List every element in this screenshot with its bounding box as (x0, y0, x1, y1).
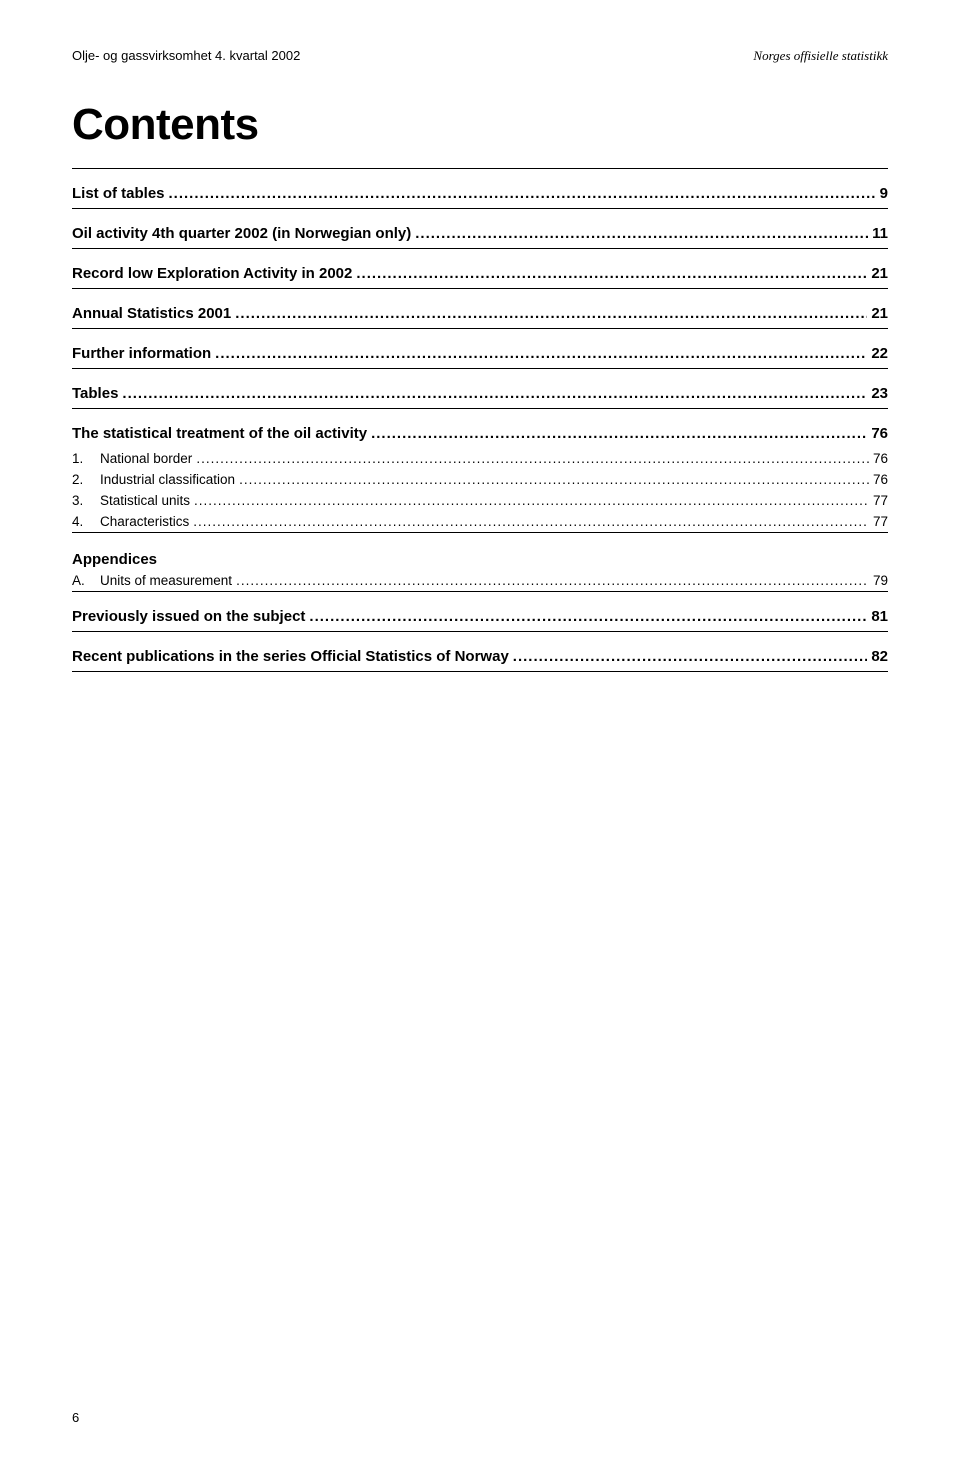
divider (72, 408, 888, 409)
toc-label: Further information (72, 345, 211, 362)
toc-dots: ........................................… (169, 185, 876, 202)
toc-label: A.Units of measurement (72, 573, 232, 588)
divider (72, 368, 888, 369)
divider (72, 208, 888, 209)
toc-row: 2.Industrial classification.............… (72, 469, 888, 490)
table-of-contents: List of tables..........................… (72, 168, 888, 672)
toc-page: 9 (880, 185, 888, 202)
toc-dots: ........................................… (215, 345, 867, 362)
toc-row: 1.National border.......................… (72, 448, 888, 469)
toc-dots: ........................................… (513, 648, 868, 665)
toc-section: Further information.....................… (72, 339, 888, 368)
toc-row: 4.Characteristics.......................… (72, 511, 888, 532)
toc-row: Previously issued on the subject........… (72, 602, 888, 631)
toc-row: List of tables..........................… (72, 179, 888, 208)
appendices-section: AppendicesA.Units of measurement........… (72, 543, 888, 591)
toc-section: Previously issued on the subject........… (72, 602, 888, 631)
toc-section: Record low Exploration Activity in 2002.… (72, 259, 888, 288)
toc-dots: ........................................… (193, 514, 869, 529)
toc-page: 79 (873, 573, 888, 588)
page-number: 6 (72, 1410, 79, 1425)
toc-page: 82 (871, 648, 888, 665)
toc-label: Previously issued on the subject (72, 608, 305, 625)
toc-dots: ........................................… (309, 608, 867, 625)
toc-section: Tables..................................… (72, 379, 888, 408)
toc-label: 4.Characteristics (72, 514, 189, 529)
divider (72, 168, 888, 169)
toc-page: 22 (871, 345, 888, 362)
toc-page: 23 (871, 385, 888, 402)
toc-label: List of tables (72, 185, 165, 202)
appendices-title: Appendices (72, 543, 888, 570)
toc-section: Recent publications in the series Offici… (72, 642, 888, 671)
toc-section: The statistical treatment of the oil act… (72, 419, 888, 532)
divider (72, 671, 888, 672)
toc-label: 1.National border (72, 451, 192, 466)
toc-row: Further information.....................… (72, 339, 888, 368)
toc-dots: ........................................… (236, 573, 869, 588)
toc-row: 3.Statistical units.....................… (72, 490, 888, 511)
toc-section: Annual Statistics 2001..................… (72, 299, 888, 328)
toc-row: The statistical treatment of the oil act… (72, 419, 888, 448)
divider (72, 631, 888, 632)
toc-dots: ........................................… (371, 425, 867, 442)
toc-row: Record low Exploration Activity in 2002.… (72, 259, 888, 288)
toc-label: Annual Statistics 2001 (72, 305, 231, 322)
toc-dots: ........................................… (239, 472, 869, 487)
toc-page: 76 (873, 472, 888, 487)
toc-label: Record low Exploration Activity in 2002 (72, 265, 352, 282)
page-header: Olje- og gassvirksomhet 4. kvartal 2002 … (72, 48, 888, 64)
toc-dots: ........................................… (415, 225, 868, 242)
page-title: Contents (72, 100, 888, 150)
toc-label: Oil activity 4th quarter 2002 (in Norweg… (72, 225, 411, 242)
divider (72, 532, 888, 533)
toc-page: 77 (873, 514, 888, 529)
toc-label: 2.Industrial classification (72, 472, 235, 487)
toc-page: 21 (871, 305, 888, 322)
toc-label: The statistical treatment of the oil act… (72, 425, 367, 442)
divider (72, 591, 888, 592)
toc-page: 76 (873, 451, 888, 466)
toc-dots: ........................................… (196, 451, 869, 466)
divider (72, 248, 888, 249)
toc-page: 77 (873, 493, 888, 508)
toc-dots: ........................................… (122, 385, 867, 402)
header-right: Norges offisielle statistikk (753, 48, 888, 64)
toc-page: 21 (871, 265, 888, 282)
toc-section: List of tables..........................… (72, 179, 888, 208)
toc-section: Oil activity 4th quarter 2002 (in Norweg… (72, 219, 888, 248)
toc-label: 3.Statistical units (72, 493, 190, 508)
toc-label: Recent publications in the series Offici… (72, 648, 509, 665)
header-left: Olje- og gassvirksomhet 4. kvartal 2002 (72, 48, 300, 64)
toc-row: Recent publications in the series Offici… (72, 642, 888, 671)
toc-page: 11 (872, 225, 888, 242)
toc-dots: ........................................… (194, 493, 869, 508)
toc-row: A.Units of measurement..................… (72, 570, 888, 591)
toc-page: 76 (871, 425, 888, 442)
divider (72, 328, 888, 329)
divider (72, 288, 888, 289)
toc-dots: ........................................… (235, 305, 867, 322)
toc-label: Tables (72, 385, 118, 402)
toc-row: Oil activity 4th quarter 2002 (in Norweg… (72, 219, 888, 248)
toc-row: Annual Statistics 2001..................… (72, 299, 888, 328)
toc-dots: ........................................… (356, 265, 867, 282)
toc-page: 81 (871, 608, 888, 625)
toc-row: Tables..................................… (72, 379, 888, 408)
